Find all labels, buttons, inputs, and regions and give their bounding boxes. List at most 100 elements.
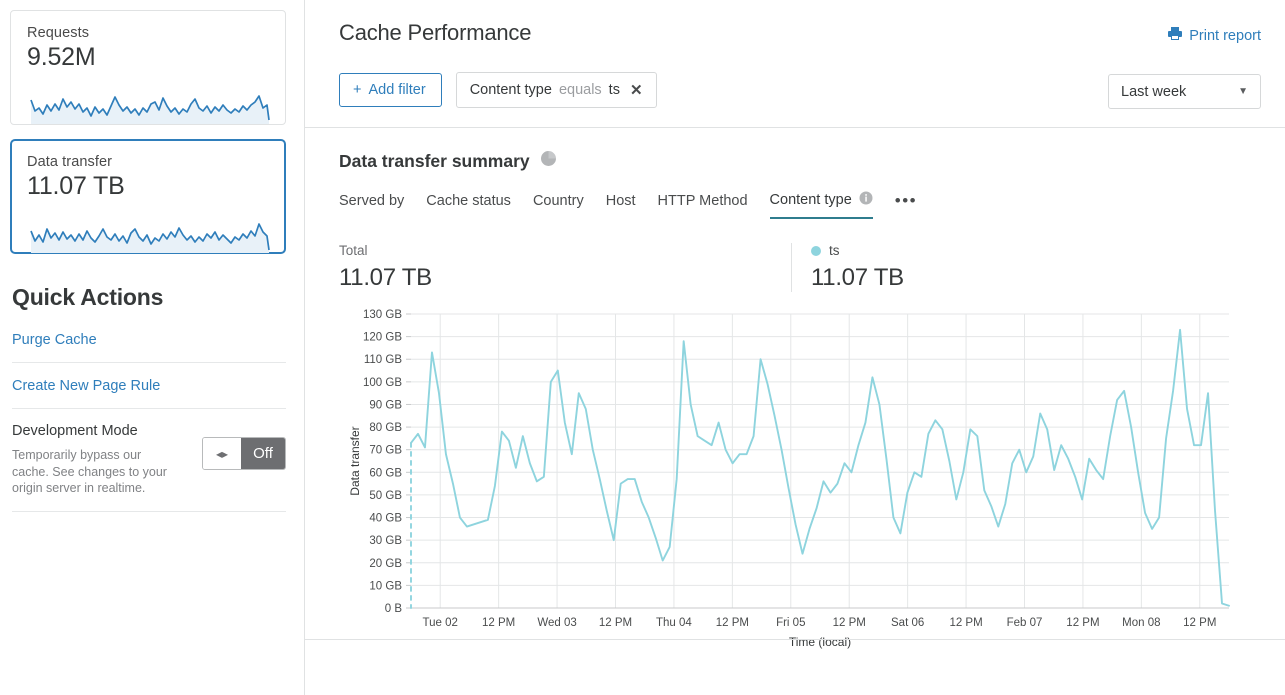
svg-text:Wed 03: Wed 03 <box>537 617 576 629</box>
svg-text:10 GB: 10 GB <box>369 580 402 592</box>
totals-row: Total 11.07 TB ts 11.07 TB <box>339 243 1261 292</box>
svg-text:40 GB: 40 GB <box>369 513 402 525</box>
tab-cache-status[interactable]: Cache status <box>426 193 511 219</box>
tab-label: Content type <box>769 192 852 208</box>
total-value: 11.07 TB <box>339 264 432 291</box>
svg-text:0 B: 0 B <box>385 603 403 615</box>
chart-container: 0 B 10 GB 20 GB 30 GB 40 GB 50 GB 60 GB 70 GB 80… <box>305 306 1285 656</box>
svg-text:130 GB: 130 GB <box>363 309 402 321</box>
svg-text:12 PM: 12 PM <box>482 617 515 629</box>
svg-text:20 GB: 20 GB <box>369 558 402 570</box>
info-icon[interactable] <box>859 191 873 209</box>
tab-http-method[interactable]: HTTP Method <box>658 193 748 219</box>
svg-text:60 GB: 60 GB <box>369 467 402 479</box>
svg-text:12 PM: 12 PM <box>1183 617 1216 629</box>
plus-icon: + <box>353 82 362 98</box>
svg-text:12 PM: 12 PM <box>1066 617 1099 629</box>
metric-card-requests[interactable]: Requests 9.52M <box>10 10 286 125</box>
svg-text:Feb 07: Feb 07 <box>1007 617 1043 629</box>
svg-text:12 PM: 12 PM <box>949 617 982 629</box>
requests-sparkline <box>27 78 270 130</box>
footer-divider <box>305 639 1285 640</box>
quick-action-purge-cache[interactable]: Purge Cache <box>12 317 286 363</box>
tab-label: Served by <box>339 193 405 209</box>
print-report-button[interactable]: Print report <box>1167 26 1261 45</box>
filter-pill-key: Content type <box>469 82 552 98</box>
summary-tabs: Served by Cache status Country Host HTTP… <box>339 189 1261 219</box>
series-value: 11.07 TB <box>811 264 904 291</box>
svg-text:Thu 04: Thu 04 <box>656 617 692 629</box>
toggle-state-label: Off <box>241 438 285 469</box>
series-legend: ts <box>811 243 904 258</box>
tab-label: Cache status <box>426 193 511 209</box>
page-header: Cache Performance Print report + Add fil… <box>305 0 1285 128</box>
svg-text:Mon 08: Mon 08 <box>1122 617 1160 629</box>
svg-text:Sat 06: Sat 06 <box>891 617 924 629</box>
svg-text:12 PM: 12 PM <box>833 617 866 629</box>
purge-cache-link[interactable]: Purge Cache <box>12 332 97 348</box>
svg-text:Tue 02: Tue 02 <box>423 617 458 629</box>
filter-pill-value: ts <box>608 82 620 98</box>
filter-pill-content-type[interactable]: Content type equals ts ✕ <box>455 72 657 108</box>
svg-text:70 GB: 70 GB <box>369 445 402 457</box>
tab-label: Country <box>532 193 584 209</box>
svg-text:12 PM: 12 PM <box>599 617 632 629</box>
add-filter-button[interactable]: + Add filter <box>339 73 442 107</box>
series-name: ts <box>829 243 840 258</box>
print-report-label: Print report <box>1189 27 1261 44</box>
add-filter-label: Add filter <box>368 82 426 98</box>
tab-content-type[interactable]: Content type <box>769 191 873 219</box>
svg-text:Fri 05: Fri 05 <box>776 617 805 629</box>
metric-label: Requests <box>27 25 90 41</box>
total-block: Total 11.07 TB <box>339 243 791 292</box>
filter-bar: + Add filter Content type equals ts ✕ <box>339 72 1261 108</box>
svg-text:12 PM: 12 PM <box>716 617 749 629</box>
series-color-dot <box>811 245 821 256</box>
quick-action-create-page-rule[interactable]: Create New Page Rule <box>12 363 286 409</box>
summary-title: Data transfer summary <box>339 150 530 171</box>
svg-text:100 GB: 100 GB <box>363 377 402 389</box>
create-page-rule-link[interactable]: Create New Page Rule <box>12 378 161 394</box>
summary-title-row: Data transfer summary <box>339 150 1261 172</box>
svg-text:120 GB: 120 GB <box>363 332 402 344</box>
development-mode-row: Development Mode Temporarily bypass our … <box>12 409 286 512</box>
main-content: Cache Performance Print report + Add fil… <box>305 0 1285 695</box>
tab-label: HTTP Method <box>657 193 748 209</box>
close-icon[interactable]: ✕ <box>629 82 643 99</box>
quick-actions-title: Quick Actions <box>12 284 164 310</box>
svg-text:110 GB: 110 GB <box>364 354 402 366</box>
development-mode-description: Temporarily bypass our cache. See change… <box>12 448 167 495</box>
chevron-down-icon: ▼ <box>1238 86 1248 97</box>
development-mode-title: Development Mode <box>12 423 138 439</box>
pie-chart-icon <box>540 150 557 172</box>
printer-icon <box>1167 26 1183 45</box>
tab-country[interactable]: Country <box>533 193 584 219</box>
tab-label: Host <box>605 193 636 209</box>
metric-value: 9.52M <box>27 43 96 71</box>
metric-card-data-transfer[interactable]: Data transfer 11.07 TB <box>10 139 286 254</box>
page-title: Cache Performance <box>339 20 532 45</box>
time-range-value: Last week <box>1121 83 1187 100</box>
svg-text:Data transfer: Data transfer <box>348 426 362 495</box>
total-label: Total <box>339 243 368 258</box>
data-transfer-sparkline <box>27 207 270 259</box>
series-block: ts 11.07 TB <box>791 243 904 292</box>
development-mode-toggle[interactable]: ◂▸ Off <box>202 437 286 470</box>
svg-text:50 GB: 50 GB <box>369 490 402 502</box>
data-transfer-line-chart[interactable]: 0 B 10 GB 20 GB 30 GB 40 GB 50 GB 60 GB 70 GB 80… <box>339 306 1259 656</box>
svg-text:80 GB: 80 GB <box>369 422 402 434</box>
sidebar: Requests 9.52M Data transfer 11.07 TB Qu… <box>0 0 305 695</box>
svg-text:30 GB: 30 GB <box>369 535 402 547</box>
metric-value: 11.07 TB <box>27 172 125 200</box>
svg-text:Time (local): Time (local) <box>789 635 851 649</box>
metric-label: Data transfer <box>27 154 113 170</box>
toggle-handle-icon[interactable]: ◂▸ <box>203 438 241 469</box>
filter-pill-operator: equals <box>558 82 602 98</box>
tab-served-by[interactable]: Served by <box>339 193 404 219</box>
summary-section: Data transfer summary Served by Cache st… <box>305 128 1285 292</box>
svg-text:90 GB: 90 GB <box>369 399 402 411</box>
time-range-select[interactable]: Last week ▼ <box>1108 74 1261 109</box>
tabs-overflow-button[interactable]: ••• <box>894 191 918 210</box>
tab-host[interactable]: Host <box>606 193 636 219</box>
